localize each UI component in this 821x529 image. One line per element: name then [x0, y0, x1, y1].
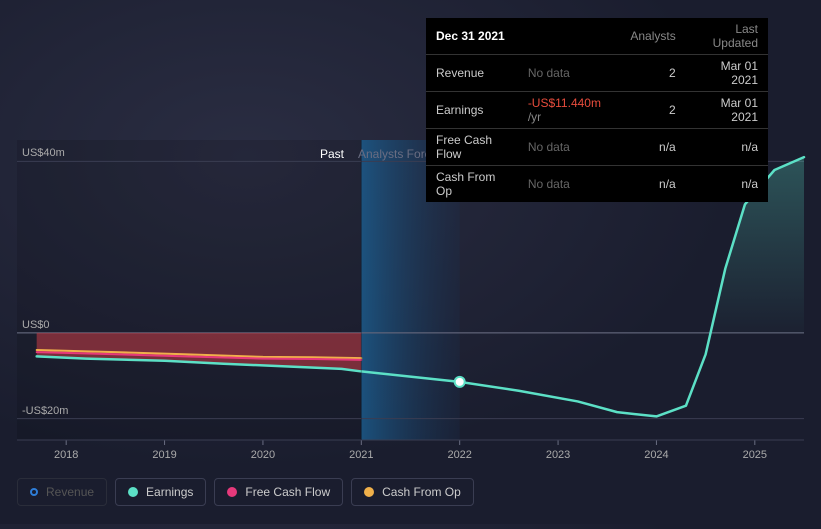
tooltip-value: No data	[528, 177, 570, 191]
x-axis-label: 2019	[152, 449, 176, 461]
legend-earnings[interactable]: Earnings	[115, 478, 206, 506]
tooltip-value: -US$11.440m	[528, 96, 601, 110]
earnings-label: Earnings	[146, 485, 193, 499]
tooltip-analysts: 2	[620, 55, 685, 92]
revenue-swatch	[30, 488, 38, 496]
y-axis-label: -US$20m	[22, 405, 68, 417]
earnings-swatch	[128, 487, 138, 497]
tooltip-analysts: n/a	[620, 129, 685, 166]
revenue-label: Revenue	[46, 485, 94, 499]
tooltip-updated: n/a	[686, 166, 768, 203]
x-axis-label: 2020	[251, 449, 275, 461]
fcf-label: Free Cash Flow	[245, 485, 330, 499]
fcf-swatch	[227, 487, 237, 497]
tooltip-analysts: 2	[620, 92, 685, 129]
legend-cfo[interactable]: Cash From Op	[351, 478, 474, 506]
tooltip-date: Dec 31 2021	[426, 18, 518, 55]
tooltip-updated: Mar 01 2021	[686, 92, 768, 129]
y-axis-label: US$40m	[22, 147, 65, 159]
tooltip-updated: Mar 01 2021	[686, 55, 768, 92]
tooltip-metric: Revenue	[426, 55, 518, 92]
legend-revenue[interactable]: Revenue	[17, 478, 107, 506]
tooltip-metric: Cash From Op	[426, 166, 518, 203]
forecast-tooltip: Dec 31 2021 Analysts Last Updated Revenu…	[426, 18, 768, 202]
past-label: Past	[320, 147, 344, 161]
x-axis-label: 2018	[54, 449, 78, 461]
x-axis-label: 2021	[349, 449, 373, 461]
cfo-label: Cash From Op	[382, 485, 461, 499]
tooltip-analysts: n/a	[620, 166, 685, 203]
x-axis-label: 2025	[743, 449, 767, 461]
cfo-swatch	[364, 487, 374, 497]
x-axis-label: 2024	[644, 449, 668, 461]
tooltip-value: No data	[528, 140, 570, 154]
tooltip-metric: Earnings	[426, 92, 518, 129]
tooltip-value: No data	[528, 66, 570, 80]
tooltip-header-analysts: Analysts	[620, 18, 685, 55]
x-axis-label: 2023	[546, 449, 570, 461]
tooltip-metric: Free Cash Flow	[426, 129, 518, 166]
x-axis-label: 2022	[447, 449, 471, 461]
legend-fcf[interactable]: Free Cash Flow	[214, 478, 343, 506]
tooltip-updated: n/a	[686, 129, 768, 166]
legend: Revenue Earnings Free Cash Flow Cash From O…	[17, 478, 474, 506]
y-axis-label: US$0	[22, 319, 50, 331]
tooltip-header-updated: Last Updated	[686, 18, 768, 55]
